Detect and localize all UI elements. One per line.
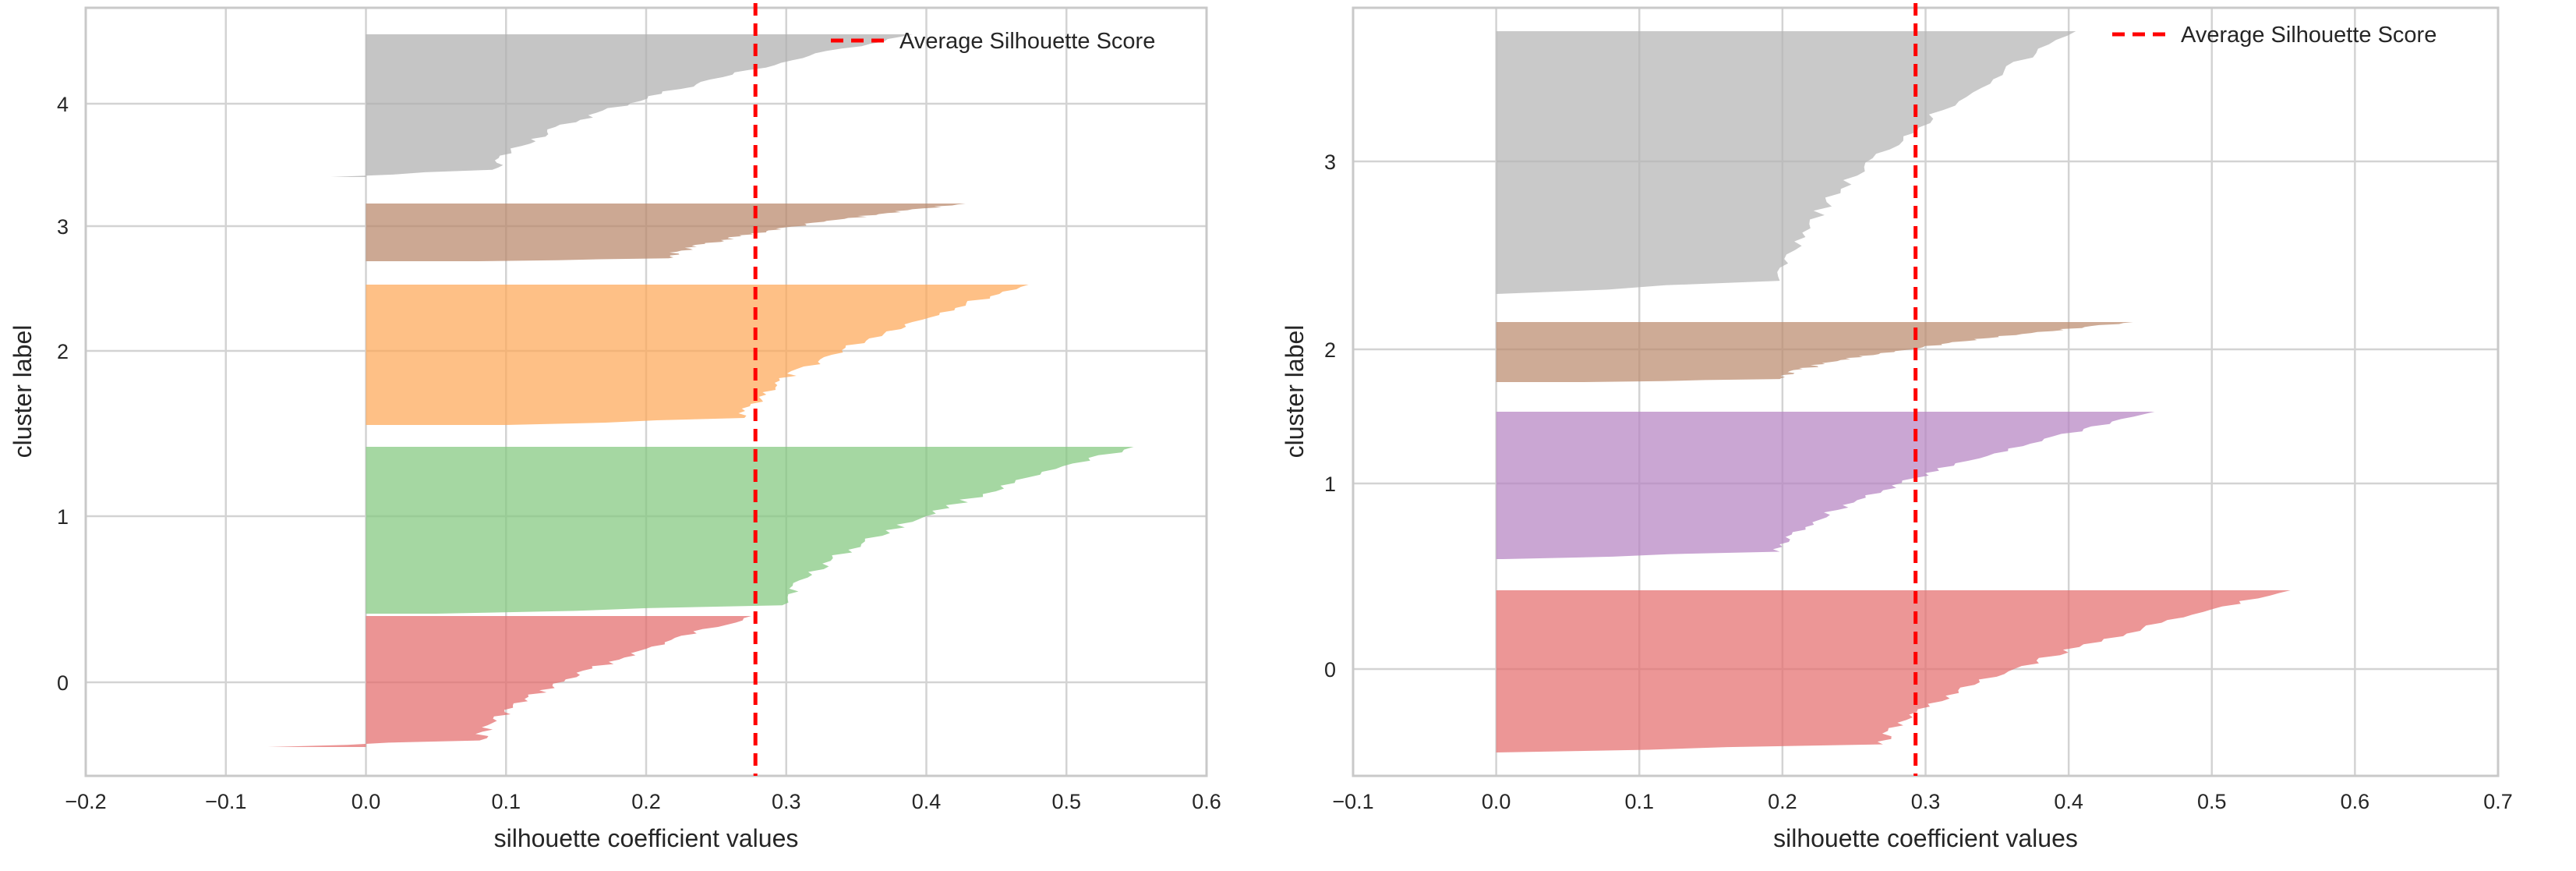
cluster-1-silhouette xyxy=(1496,412,2155,559)
cluster-3-silhouette xyxy=(366,204,966,261)
y-tick-label: 1 xyxy=(57,505,69,529)
y-tick-label: 3 xyxy=(57,215,69,239)
legend-label: Average Silhouette Score xyxy=(899,29,1155,54)
x-tick-label: 0.3 xyxy=(772,790,801,813)
y-tick-label: 1 xyxy=(1324,473,1336,496)
x-tick-label: 0.3 xyxy=(1911,790,1941,813)
x-tick-label: 0.1 xyxy=(1624,790,1654,813)
cluster-1-silhouette xyxy=(366,447,1134,614)
x-tick-label: 0.6 xyxy=(2341,790,2370,813)
x-tick-label: 0.0 xyxy=(352,790,381,813)
y-axis-label: cluster label xyxy=(1281,325,1309,459)
x-tick-label: 0.5 xyxy=(1051,790,1081,813)
y-axis-label: cluster label xyxy=(9,325,37,459)
plot-frame xyxy=(84,6,1208,777)
x-tick-label: −0.1 xyxy=(205,790,246,813)
panel-right: −0.1 0.0 0.1 0.2 0.3 0.4 0.5 0.6 0.7 0 1 2 3 Average … xyxy=(1281,3,2513,852)
y-tick-label: 0 xyxy=(57,671,69,695)
cluster-2-silhouette xyxy=(1496,322,2133,382)
x-tick-label: 0.6 xyxy=(1192,790,1221,813)
y-tick-label: 2 xyxy=(1324,338,1336,362)
y-tick-label: 0 xyxy=(1324,658,1336,682)
x-tick-label: −0.2 xyxy=(65,790,106,813)
x-axis-label: silhouette coefficient values xyxy=(494,824,799,852)
x-tick-label: −0.1 xyxy=(1332,790,1373,813)
y-tick-label: 3 xyxy=(1324,150,1336,174)
cluster-0-silhouette xyxy=(1496,590,2291,752)
cluster-3-silhouette xyxy=(1496,31,2076,294)
y-tick-label: 4 xyxy=(57,93,69,116)
x-tick-label: 0.5 xyxy=(2197,790,2227,813)
x-tick-label: 0.4 xyxy=(912,790,942,813)
x-axis-label: silhouette coefficient values xyxy=(1773,824,2078,852)
y-tick-label: 2 xyxy=(57,340,69,363)
panel-left: −0.2 −0.1 0.0 0.1 0.2 0.3 0.4 0.5 0.6 0 1 2 3 4 Averag… xyxy=(9,3,1221,852)
x-tick-label: 0.7 xyxy=(2483,790,2513,813)
x-tick-label: 0.2 xyxy=(1768,790,1797,813)
x-tick-label: 0.2 xyxy=(631,790,661,813)
plot-frame xyxy=(1352,6,2500,777)
cluster-4-silhouette xyxy=(330,34,913,177)
cluster-0-silhouette xyxy=(267,616,751,747)
x-tick-label: 0.4 xyxy=(2054,790,2083,813)
x-tick-label: 0.0 xyxy=(1482,790,1511,813)
cluster-2-silhouette xyxy=(366,285,1029,425)
x-tick-label: 0.1 xyxy=(491,790,521,813)
legend-label: Average Silhouette Score xyxy=(2181,23,2436,48)
